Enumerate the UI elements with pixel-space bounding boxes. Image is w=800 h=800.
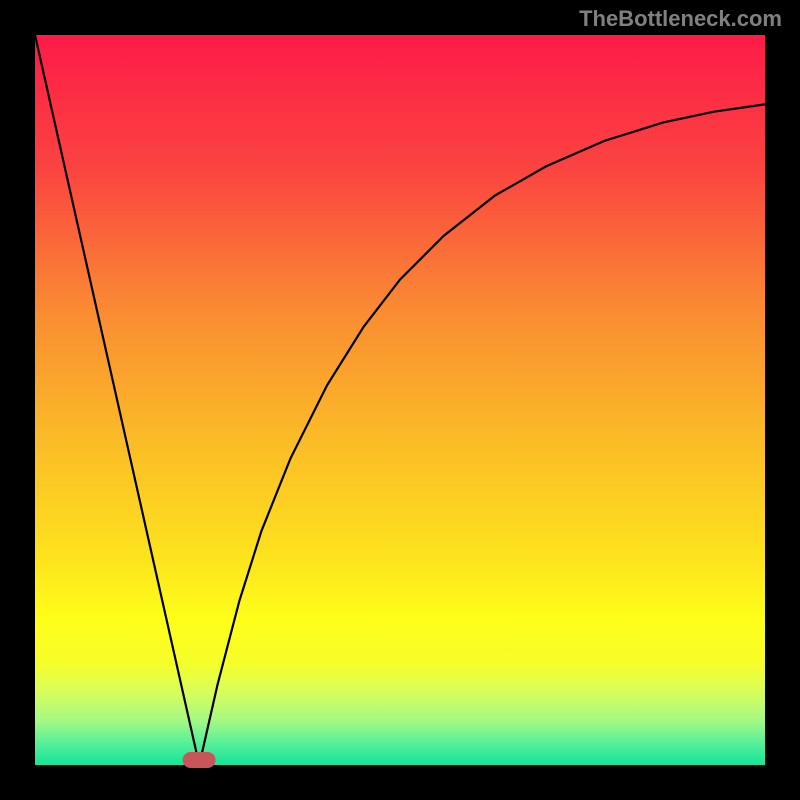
vertex-marker xyxy=(183,752,216,768)
bottleneck-curve xyxy=(35,35,765,765)
plot-area xyxy=(35,35,765,765)
watermark-text: TheBottleneck.com xyxy=(579,6,782,32)
